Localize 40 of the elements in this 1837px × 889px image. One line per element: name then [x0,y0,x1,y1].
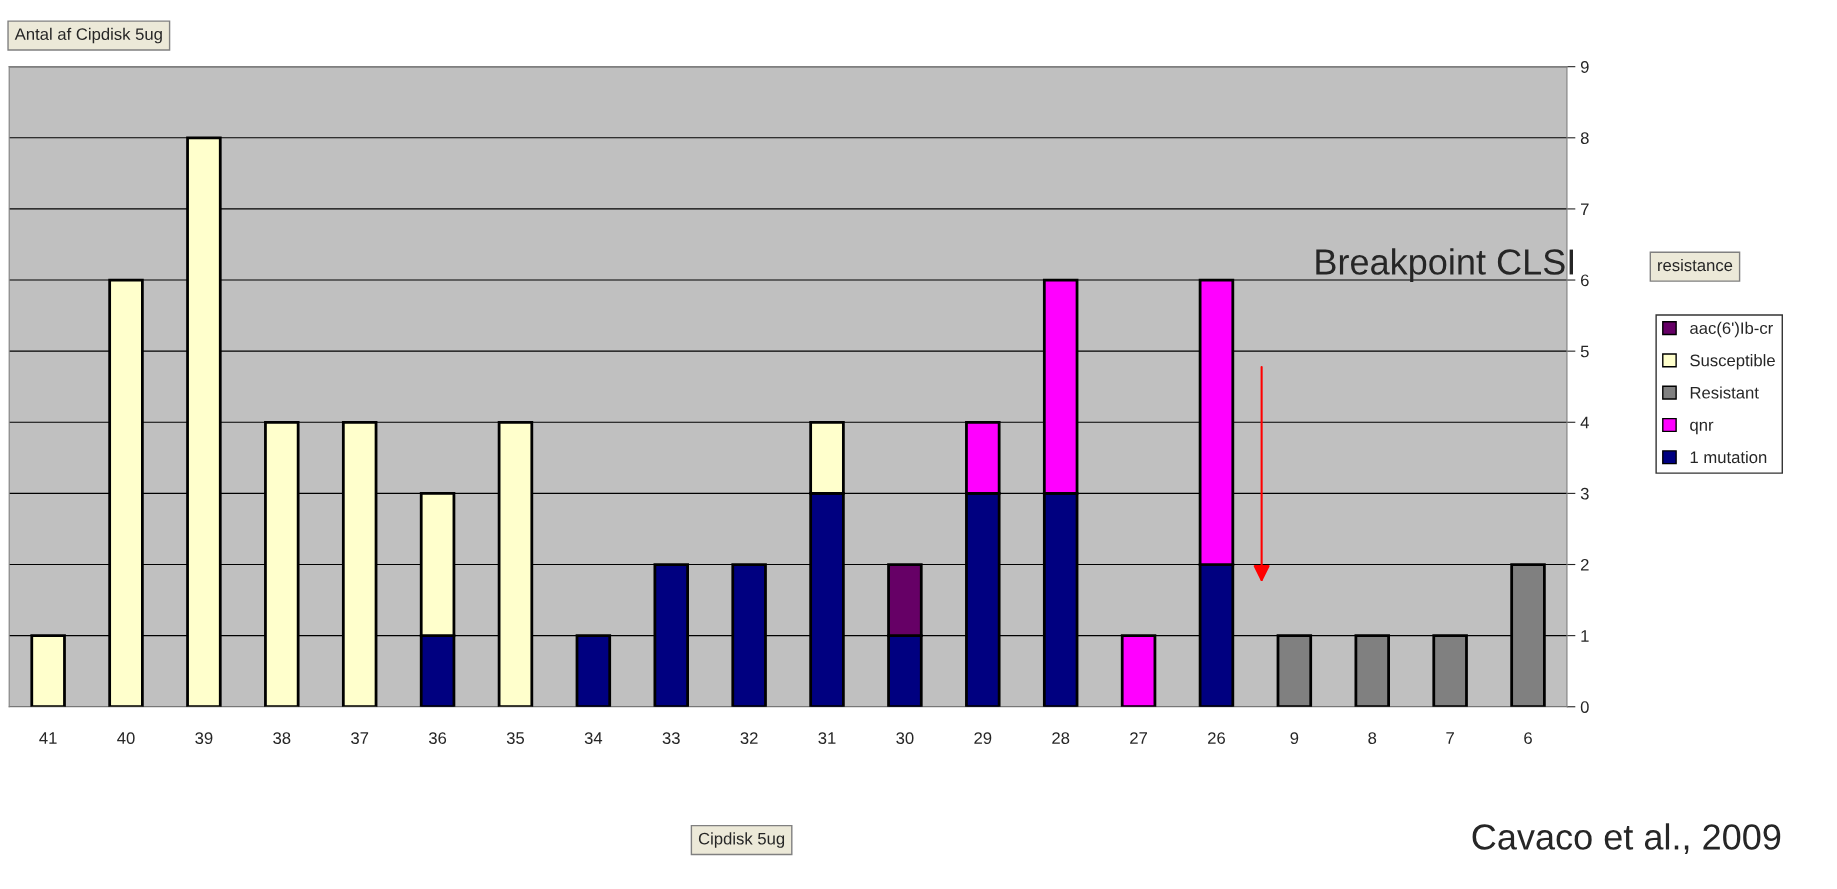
y-tick-label: 4 [1580,416,1589,429]
y-tick-label: 3 [1580,487,1589,500]
legend-title: resistance [1658,258,1733,272]
x-tick-label: 40 [117,732,135,744]
x-tick-label: 34 [584,732,603,744]
x-tick-label: 7 [1446,732,1454,744]
x-tick-label: 32 [740,732,758,744]
x-tick-label: 35 [506,732,525,744]
legend-label: Susceptible [1690,354,1775,370]
x-tick-label: 41 [39,732,57,744]
text: Cavaco et al., 2009 [1472,823,1781,855]
legend-label: Resistant [1690,386,1759,399]
annotation: Breakpoint CLSI [1316,248,1573,282]
y-tick-label: 2 [1580,558,1589,571]
x-tick-label: 33 [662,732,680,744]
y-tick-label: 0 [1580,701,1589,713]
x-tick-label: 26 [1208,732,1225,744]
x-tick-label: 39 [195,732,213,744]
x-tick-label: 36 [428,732,447,744]
y-tick-label: 9 [1580,61,1589,73]
y-tick-label: 5 [1580,345,1589,358]
y-tick-label: 7 [1581,203,1589,215]
y-axis-title: Antal af Cipdisk 5ug [14,27,162,44]
x-tick-label: 28 [1052,732,1070,744]
x-tick-label: 38 [273,732,291,744]
x-tick-label: 9 [1290,732,1299,744]
x-tick-label: 27 [1130,732,1148,744]
x-tick-label: 31 [818,732,836,744]
x-tick-label: 30 [896,732,914,744]
text: Cipdisk 5ug [698,832,785,848]
y-tick-label: 6 [1581,274,1589,287]
x-tick-label: 37 [351,732,369,744]
y-tick-label: 1 [1581,630,1589,642]
legend-label: qnr [1690,421,1714,435]
x-tick-label: 6 [1524,732,1532,744]
x-tick-label: 29 [974,732,992,744]
legend-label: aac(6')Ib-cr [1690,321,1773,338]
x-tick-label: 8 [1368,732,1377,744]
y-tick-label: 8 [1580,132,1589,144]
legend-label: 1 mutation [1690,450,1767,464]
